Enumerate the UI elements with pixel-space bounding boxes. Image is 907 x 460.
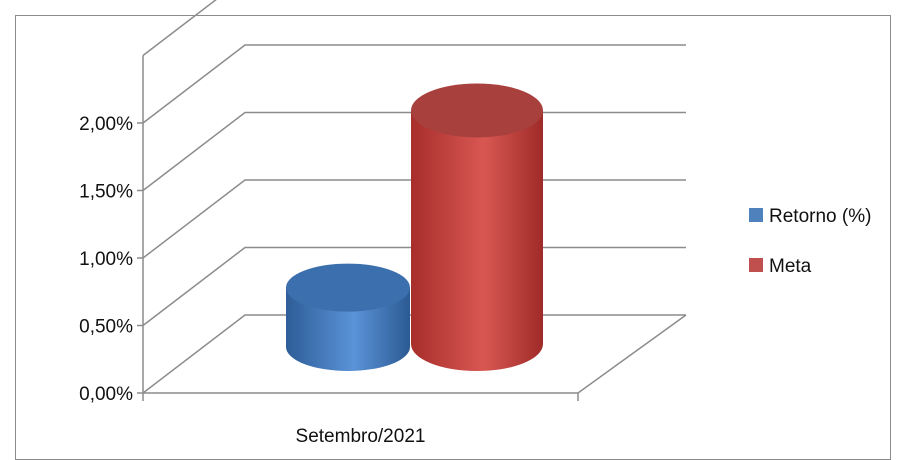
- y-tick-label: 0,50%: [79, 317, 133, 338]
- legend-label: Retorno (%): [769, 206, 871, 227]
- legend-swatch: [749, 208, 763, 222]
- legend: Retorno (%) Meta: [749, 206, 871, 277]
- x-axis: Setembro/2021: [142, 393, 579, 447]
- gridline: [142, 0, 217, 57]
- bars: [286, 83, 543, 371]
- bar-meta: [411, 83, 543, 371]
- bar-body: [411, 110, 543, 371]
- legend-label: Meta: [769, 256, 812, 277]
- y-tick-label: 1,00%: [79, 249, 133, 270]
- y-tick-label: 0,00%: [79, 384, 133, 405]
- bar-top: [286, 263, 410, 312]
- gridline: [142, 44, 686, 124]
- y-tick-label: 1,50%: [79, 182, 133, 203]
- bar-body: [286, 287, 410, 371]
- bar-top: [411, 83, 543, 138]
- bar-retorno: [286, 263, 410, 371]
- x-category-label: Setembro/2021: [296, 426, 426, 447]
- y-tick-label: 2,00%: [79, 114, 133, 135]
- y-axis-ticks: 0,00% 0,50% 1,00% 1,50% 2,00%: [79, 114, 143, 405]
- legend-swatch: [749, 258, 763, 272]
